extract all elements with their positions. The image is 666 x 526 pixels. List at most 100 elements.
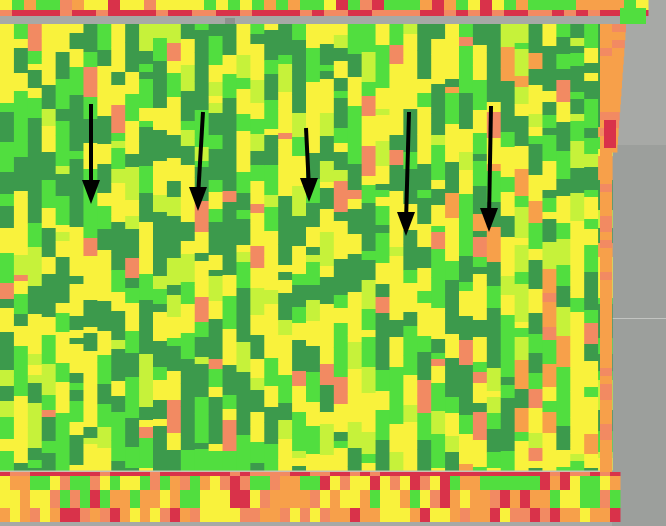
yield-cell: [556, 467, 571, 471]
yield-cell: [431, 353, 446, 360]
yield-cell: [445, 227, 460, 236]
yield-cell: [431, 84, 446, 114]
yield-cell: [333, 98, 349, 129]
yield-cell: [69, 276, 85, 285]
yield-cell: [27, 286, 43, 315]
yield-cell: [208, 369, 224, 388]
headland-cell: [480, 10, 493, 16]
yield-cell: [166, 295, 182, 318]
yield-cell: [417, 352, 432, 381]
yield-cell: [111, 349, 126, 372]
yield-cell: [27, 88, 43, 99]
yield-cell: [361, 82, 377, 97]
yield-cell: [55, 174, 71, 197]
yield-cell: [166, 450, 182, 467]
headland-cell: [480, 472, 491, 476]
yield-cell: [361, 52, 377, 83]
yield-cell: [417, 198, 432, 225]
yield-cell: [125, 288, 140, 304]
yield-cell: [361, 24, 377, 45]
yield-cell: [69, 383, 85, 391]
yield-cell: [83, 411, 98, 428]
yield-cell: [375, 225, 391, 234]
yield-cell: [347, 466, 363, 471]
yield-cell: [459, 24, 474, 38]
yield-cell: [153, 38, 168, 62]
yield-cell: [528, 249, 544, 261]
headland-cell: [252, 0, 265, 10]
yield-cell: [111, 24, 126, 48]
yield-cell: [542, 340, 557, 365]
yield-cell: [500, 68, 516, 82]
yield-cell: [13, 191, 29, 200]
headland-cell: [324, 10, 337, 16]
edge-cell: [600, 176, 612, 185]
yield-cell: [83, 327, 98, 334]
yield-cell: [55, 276, 71, 304]
headland-cell: [160, 476, 171, 490]
yield-cell: [570, 32, 585, 39]
yield-cell: [584, 323, 599, 345]
yield-cell: [222, 202, 238, 225]
headland-cell: [320, 508, 331, 522]
headland-cell: [60, 10, 73, 16]
headland-cell: [620, 8, 646, 24]
headland-cell: [510, 508, 521, 522]
yield-cell: [166, 433, 182, 451]
yield-cell: [375, 141, 391, 167]
yield-cell: [472, 65, 488, 81]
yield-cell: [584, 138, 599, 155]
yield-cell: [570, 447, 585, 455]
headland-cell: [240, 508, 251, 522]
yield-cell: [250, 442, 265, 464]
headland-cell: [36, 10, 49, 16]
yield-cell: [27, 98, 43, 119]
headland-cell: [30, 472, 41, 476]
yield-cell: [292, 274, 307, 286]
yield-cell: [236, 55, 251, 79]
yield-cell: [236, 78, 251, 90]
yield-cell: [208, 96, 224, 104]
yield-cell: [180, 282, 196, 305]
yield-cell: [319, 364, 335, 386]
yield-cell: [111, 66, 126, 73]
yield-cell: [13, 48, 29, 74]
yield-cell: [389, 424, 404, 453]
headland-cell: [210, 508, 221, 522]
headland-cell: [100, 490, 111, 508]
yield-cell: [361, 393, 377, 423]
yield-cell: [13, 255, 29, 276]
yield-cell: [236, 314, 251, 343]
headland-cell: [410, 508, 421, 522]
yield-cell: [55, 79, 71, 110]
yield-cell: [528, 334, 544, 354]
yield-cell: [333, 455, 349, 471]
yield-cell: [55, 196, 71, 226]
yield-cell: [222, 55, 238, 75]
headland-cell: [480, 0, 493, 10]
yield-cell: [375, 359, 391, 371]
yield-cell: [222, 329, 238, 360]
yield-cell: [445, 358, 460, 386]
headland-cell: [270, 472, 281, 476]
yield-cell: [306, 346, 321, 373]
yield-cell: [278, 139, 293, 148]
yield-cell: [403, 78, 418, 110]
headland-cell: [260, 476, 271, 490]
yield-cell: [347, 292, 363, 309]
yield-cell: [584, 361, 599, 388]
yield-cell: [292, 137, 307, 157]
headland-cell: [108, 0, 121, 10]
headland-cell: [492, 10, 505, 16]
headland-cell: [380, 508, 391, 522]
yield-cell: [13, 450, 29, 464]
yield-cell: [194, 297, 210, 323]
headland-cell: [552, 10, 565, 16]
yield-cell: [500, 295, 516, 316]
yield-cell: [319, 424, 335, 456]
headland-cell: [310, 490, 321, 508]
headland-cell: [200, 476, 211, 490]
edge-cell: [600, 456, 612, 465]
yield-cell: [556, 336, 571, 368]
headland-cell: [210, 472, 221, 476]
